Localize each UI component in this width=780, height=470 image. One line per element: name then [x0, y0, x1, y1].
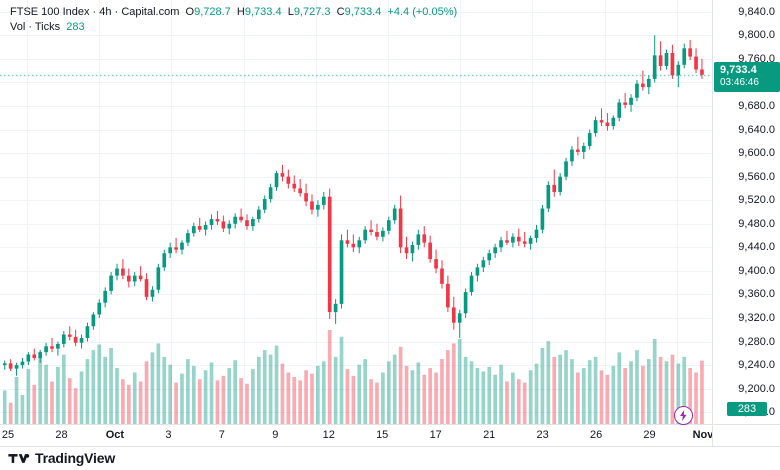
- price-axis-tick: 9,400.0: [738, 264, 775, 277]
- legend-volume-row[interactable]: Vol · Ticks 283: [10, 20, 457, 35]
- price-axis-tick: 9,480.0: [738, 217, 775, 230]
- open-label: O: [185, 6, 195, 18]
- price-axis-tick: 9,240.0: [738, 359, 775, 372]
- price-axis-tick: 9,680.0: [738, 100, 775, 112]
- time-axis-tick: 26: [589, 429, 603, 441]
- bar-countdown: 03:46:46: [720, 76, 759, 88]
- legend-interval[interactable]: 4h: [99, 6, 112, 18]
- time-axis-tick: 29: [643, 429, 656, 441]
- time-axis-tick: Nov: [692, 429, 714, 441]
- legend-sep-1: ·: [89, 6, 100, 18]
- low-label: L: [287, 6, 294, 18]
- axis-corner: [712, 424, 780, 447]
- volume-series: [2, 330, 704, 424]
- price-axis-tick: 9,320.0: [738, 312, 775, 324]
- price-axis-tick: 9,200.0: [738, 382, 775, 395]
- time-axis-tick: 12: [322, 429, 335, 441]
- time-axis-tick: 23: [536, 429, 549, 441]
- price-axis-tick: 9,640.0: [738, 123, 775, 136]
- legend-exchange[interactable]: Capital.com: [121, 6, 180, 18]
- price-axis-tick: 9,800.0: [738, 29, 775, 42]
- legend-symbol-row[interactable]: FTSE 100 Index · 4h · Capital.com O9,728…: [10, 5, 457, 20]
- time-axis-tick: 9: [272, 429, 279, 441]
- tradingview-logo[interactable]: TradingView: [8, 450, 115, 466]
- time-axis-tick: 3: [165, 429, 172, 441]
- volume-value: 283: [66, 21, 85, 33]
- time-axis-tick: 7: [218, 429, 225, 441]
- bolt-glyph: [680, 410, 687, 421]
- close-label: C: [336, 6, 345, 18]
- time-axis[interactable]: 25 28 Oct 3 7 9 12 15 17 21 23 26 29 Nov: [0, 424, 714, 447]
- time-axis-tick: Oct: [105, 429, 125, 441]
- time-axis-tick: 15: [376, 429, 389, 441]
- volume-badge[interactable]: 283: [727, 402, 767, 416]
- legend-sep-2: ·: [111, 6, 122, 18]
- current-price-value: 9,733.4: [720, 63, 757, 76]
- chart-legend: FTSE 100 Index · 4h · Capital.com O9,728…: [10, 5, 457, 35]
- price-axis-tick: 9,600.0: [738, 147, 775, 160]
- close-value: 9,733.4: [344, 6, 382, 18]
- legend-symbol[interactable]: FTSE 100 Index: [10, 6, 90, 18]
- price-axis-tick: 9,520.0: [738, 194, 775, 207]
- bottom-bar: TradingView: [0, 446, 780, 470]
- time-axis-tick: 28: [55, 429, 68, 441]
- high-label: H: [236, 6, 245, 18]
- price-axis-tick: 9,560.0: [738, 170, 775, 183]
- time-axis-tick: 25: [1, 429, 15, 441]
- volume-label: Vol · Ticks: [10, 21, 61, 33]
- tradingview-mark-icon: [8, 453, 30, 463]
- time-axis-tick: 21: [483, 429, 496, 441]
- high-value: 9,733.4: [244, 6, 282, 18]
- current-price-line: [0, 74, 712, 77]
- change-value: +4.4 (+0.05%): [387, 6, 458, 18]
- price-axis-tick: 9,440.0: [738, 241, 775, 254]
- low-value: 9,727.3: [293, 6, 331, 18]
- current-price-badge[interactable]: 9,733.4 03:46:46: [714, 61, 780, 92]
- price-axis-tick: 9,280.0: [738, 335, 775, 348]
- chart-pane[interactable]: [0, 0, 712, 424]
- time-axis-tick: 17: [429, 429, 442, 441]
- flash-bolt-icon[interactable]: [674, 406, 693, 425]
- price-axis-tick: 9,840.0: [738, 5, 775, 18]
- price-axis[interactable]: 9,840.0 9,800.0 9,760.0 9,680.0 9,640.0 9,600…: [712, 0, 780, 424]
- candlestick-series: [2, 35, 704, 376]
- price-axis-tick: 9,360.0: [738, 288, 775, 301]
- tradingview-wordmark: TradingView: [35, 450, 116, 466]
- open-value: 9,728.7: [194, 6, 231, 18]
